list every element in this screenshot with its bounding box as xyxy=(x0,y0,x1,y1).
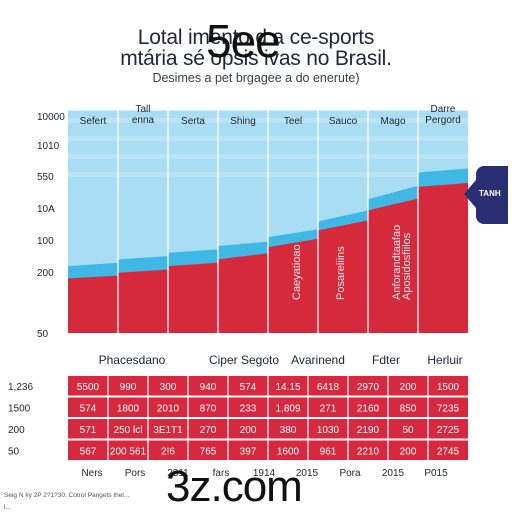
table-cell: 200 xyxy=(240,425,257,436)
table-cell: 5500 xyxy=(77,382,100,393)
table-cell: 1500 xyxy=(437,382,460,393)
table-cell: 397 xyxy=(240,446,257,457)
table-cell: 7235 xyxy=(437,403,460,414)
table-cell: 271 xyxy=(320,403,337,414)
watermark-top: 5ee xyxy=(206,15,281,67)
y-tick-label: 1010 xyxy=(37,141,60,152)
table-column-header: Ciper Segoto xyxy=(209,353,279,367)
side-tab-button[interactable]: TANH xyxy=(464,166,508,224)
table-row-label: 1,236 xyxy=(8,382,33,393)
table-cell: 250 lcl xyxy=(114,425,143,436)
table-cell: 380 xyxy=(280,425,297,436)
table-cell: 2!6 xyxy=(161,446,175,457)
table-cell: 2160 xyxy=(357,403,380,414)
table-cell: 270 xyxy=(200,425,217,436)
y-tick-label: 100 xyxy=(37,236,54,247)
table-cell: 567 xyxy=(80,446,97,457)
chart-title-line-2: mtária sé opsis ivas no Brasil. xyxy=(120,47,392,70)
table-cell: 300 xyxy=(160,382,177,393)
bottom-axis-label: 2311 xyxy=(167,468,189,479)
category-label: enna xyxy=(132,115,155,126)
footnote-extra: l... xyxy=(4,504,11,511)
watermark-bottom: 3z.com xyxy=(166,462,303,511)
category-label: Darre xyxy=(430,104,455,115)
bottom-axis-label: 1914 xyxy=(253,468,276,479)
table-cell: 990 xyxy=(120,382,137,393)
footnote-source: Seig N ky 2P 2?1?30. Cotrol Pangets thel… xyxy=(4,492,130,499)
table-column-header: Phacesdano xyxy=(99,353,166,367)
category-label: Mago xyxy=(380,116,405,127)
table-cell: 200 xyxy=(400,446,417,457)
table-cell: 940 xyxy=(200,382,217,393)
table-cell: 3E1T1 xyxy=(153,425,183,436)
bottom-axis-label: 2015 xyxy=(296,468,319,479)
table-cell: 2010 xyxy=(157,403,180,414)
table-cell: 6418 xyxy=(317,382,340,393)
table-cell: 2970 xyxy=(357,382,380,393)
y-tick-label: 50 xyxy=(37,329,49,340)
y-tick-label: 10A xyxy=(37,204,55,215)
table-cell: 870 xyxy=(200,403,217,414)
table-cell: 14.15 xyxy=(275,382,300,393)
table-cell: 571 xyxy=(80,425,97,436)
table-cell: 1,809 xyxy=(275,403,300,414)
table-cell: 2190 xyxy=(357,425,380,436)
table-cell: 850 xyxy=(400,403,417,414)
table-cell: 1600 xyxy=(277,446,300,457)
category-label: Serta xyxy=(181,116,205,127)
table-cell: 1030 xyxy=(317,425,340,436)
table-row-label: 1500 xyxy=(8,403,31,414)
vertical-series-label: Caeyatioao xyxy=(291,244,303,300)
table-column-header: Avarinend xyxy=(291,353,345,367)
y-tick-label: 200 xyxy=(37,268,54,279)
table-cell: 233 xyxy=(240,403,257,414)
bottom-axis-label: Pora xyxy=(339,468,361,479)
table-cell: 2210 xyxy=(357,446,380,457)
table-cell: 2725 xyxy=(437,425,460,436)
y-tick-label: 10000 xyxy=(37,112,65,123)
table-column-header: Herluir xyxy=(427,353,462,367)
vertical-series-label: Anforandtaafao xyxy=(391,225,403,300)
category-label: Shing xyxy=(230,116,256,127)
table-cell: 200 561 xyxy=(110,446,147,457)
bottom-axis-label: fars xyxy=(213,468,230,479)
table-cell: 574 xyxy=(80,403,97,414)
category-label: Sefert xyxy=(80,116,107,127)
category-label: Sauco xyxy=(329,116,358,127)
bottom-axis-label: 2015 xyxy=(382,468,405,479)
bottom-axis-label: Pors xyxy=(125,468,146,479)
table-cell: 2745 xyxy=(437,446,460,457)
y-tick-label: 550 xyxy=(37,172,54,183)
table-cell: 765 xyxy=(200,446,217,457)
bottom-axis-label: Ners xyxy=(81,468,102,479)
bottom-axis-label: P015 xyxy=(424,468,448,479)
category-label: Pergord xyxy=(425,115,461,126)
table-cell: 200 xyxy=(400,382,417,393)
table-cell: 574 xyxy=(240,382,257,393)
chart-subtitle: Desimes a pet brgagee a do enerute) xyxy=(152,71,360,85)
table-cell: 1800 xyxy=(117,403,140,414)
vertical-series-label: Aposidosfiilos xyxy=(401,232,413,300)
table-row-label: 50 xyxy=(8,446,20,457)
vertical-series-label: Posareliins xyxy=(335,246,347,300)
category-label: Teel xyxy=(284,116,302,127)
table-row-label: 200 xyxy=(8,425,25,436)
table-column-header: Fdter xyxy=(372,353,400,367)
category-label: Tall xyxy=(135,104,150,115)
side-tab-label: TANH xyxy=(479,189,501,198)
table-cell: 50 xyxy=(402,425,414,436)
table-cell: 961 xyxy=(320,446,337,457)
chart-title-line-1: Lotal imento d a ce-sports xyxy=(137,26,375,49)
